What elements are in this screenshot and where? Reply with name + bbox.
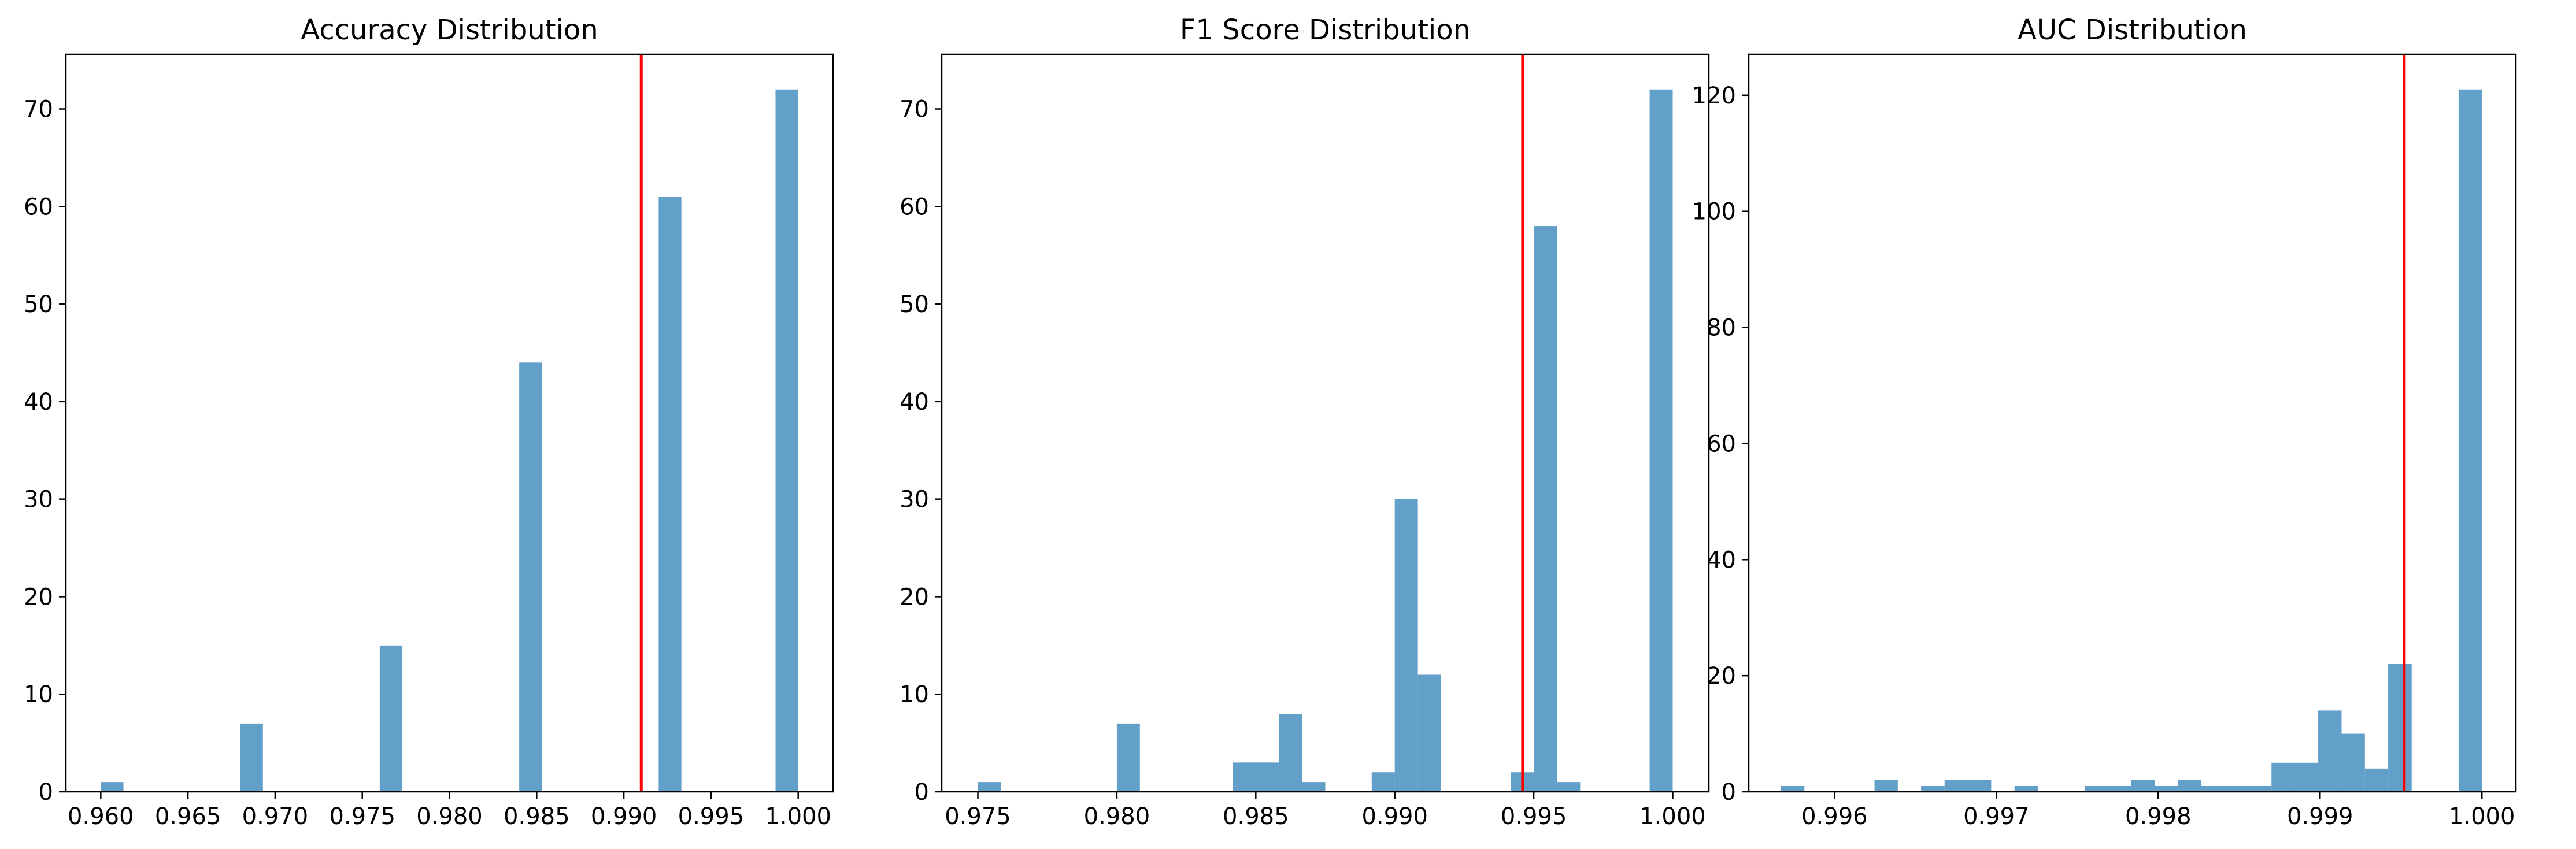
y-tick-label: 0 [915, 779, 929, 806]
y-tick-label: 50 [900, 291, 929, 318]
x-tick-label: 0.980 [1084, 803, 1150, 830]
histogram-bar [1233, 762, 1256, 792]
panel-title: F1 Score Distribution [1180, 14, 1471, 46]
histogram-bar [1557, 782, 1581, 792]
y-tick-label: 70 [24, 97, 53, 123]
x-tick-label: 1.000 [1639, 803, 1706, 830]
histogram-bar [1874, 780, 1898, 792]
histogram-bar [2248, 785, 2272, 792]
histogram-bar [1371, 772, 1395, 792]
y-tick-label: 70 [900, 97, 929, 123]
histogram-bar [1256, 762, 1279, 792]
auc-distribution-panel: AUC Distribution 0.996 0.997 0.998 0.999 1.0… [1692, 14, 2517, 830]
y-tick-label: 60 [1707, 431, 1736, 457]
histogram-bar [2341, 733, 2365, 792]
x-tick-label: 0.970 [242, 803, 309, 830]
histogram-bar [2014, 785, 2038, 792]
y-tick-label: 20 [900, 584, 929, 610]
f1-score-distribution-panel: F1 Score Distribution 0.975 0.980 0.985 0.9… [900, 14, 1710, 830]
axes-frame [941, 53, 1710, 793]
histogram-bar [101, 782, 124, 792]
x-tick-label: 0.960 [68, 803, 134, 830]
x-tick-label: 0.997 [1963, 803, 2030, 830]
y-tick-label: 100 [1692, 199, 1736, 225]
axes-frame [1748, 53, 2517, 793]
x-tick-label: 0.998 [2125, 803, 2192, 830]
histogram-bar [2084, 785, 2108, 792]
y-tick-label: 40 [24, 389, 53, 416]
y-tick-label: 20 [24, 584, 53, 610]
histogram-bar [1968, 780, 1992, 792]
x-tick-label: 1.000 [765, 803, 831, 830]
histogram-bar [1417, 674, 1441, 792]
histogram-bar [2318, 710, 2342, 792]
x-tick-label: 0.975 [329, 803, 395, 830]
x-tick-label: 0.990 [1361, 803, 1428, 830]
y-tick-label: 80 [1707, 315, 1736, 342]
y-tick-label: 0 [1722, 779, 1736, 806]
histogram-bar [2294, 762, 2318, 792]
panel-title: Accuracy Distribution [301, 14, 598, 46]
histogram-bar [1921, 785, 1945, 792]
histogram-bar [2225, 785, 2248, 792]
histogram-bar [2178, 780, 2202, 792]
histogram-bar [379, 645, 403, 792]
y-tick-label: 10 [900, 681, 929, 708]
histogram-bar [1116, 723, 1140, 792]
x-tick-label: 0.985 [1223, 803, 1289, 830]
histogram-bar [240, 723, 263, 792]
histogram-bar [519, 362, 542, 792]
x-tick-label: 0.985 [504, 803, 570, 830]
histogram-bar [1944, 780, 1968, 792]
x-tick-label: 0.965 [155, 803, 221, 830]
y-tick-label: 40 [1707, 547, 1736, 573]
x-tick-label: 0.975 [945, 803, 1011, 830]
histogram-bar [2131, 780, 2155, 792]
y-tick-label: 40 [900, 389, 929, 416]
histogram-bar [1649, 89, 1673, 792]
y-tick-label: 20 [1707, 663, 1736, 689]
y-tick-label: 120 [1692, 83, 1736, 109]
histogram-bar [1279, 713, 1302, 792]
histogram-bar [2364, 768, 2389, 792]
y-tick-label: 60 [24, 194, 53, 220]
histogram-bar [2458, 89, 2482, 792]
x-tick-label: 0.999 [2287, 803, 2353, 830]
y-tick-label: 30 [900, 487, 929, 513]
y-tick-label: 50 [24, 291, 53, 318]
histogram-bar [1534, 226, 1557, 792]
x-tick-label: 0.996 [1801, 803, 1868, 830]
x-tick-label: 0.995 [678, 803, 745, 830]
panel-title: AUC Distribution [2018, 14, 2247, 46]
histogram-bar [2201, 785, 2225, 792]
x-tick-label: 0.980 [416, 803, 483, 830]
y-tick-label: 0 [39, 779, 53, 806]
accuracy-distribution-panel: Accuracy Distribution 0.960 0.965 0.970 0.9… [24, 14, 834, 830]
histogram-bar [658, 197, 682, 792]
y-tick-label: 60 [900, 194, 929, 220]
y-tick-label: 30 [24, 487, 53, 513]
histogram-bar [1394, 499, 1418, 792]
histogram-bar [2388, 664, 2412, 792]
x-tick-label: 0.995 [1501, 803, 1567, 830]
histogram-bar [775, 89, 798, 792]
x-tick-label: 1.000 [2449, 803, 2515, 830]
y-tick-label: 10 [24, 681, 53, 708]
histogram-bar [978, 782, 1001, 792]
histogram-bar [2108, 785, 2131, 792]
histogram-bar [2271, 762, 2295, 792]
histogram-bar [2155, 785, 2178, 792]
x-tick-label: 0.990 [591, 803, 657, 830]
histogram-bar [1781, 785, 1805, 792]
histogram-bar [1302, 782, 1326, 792]
